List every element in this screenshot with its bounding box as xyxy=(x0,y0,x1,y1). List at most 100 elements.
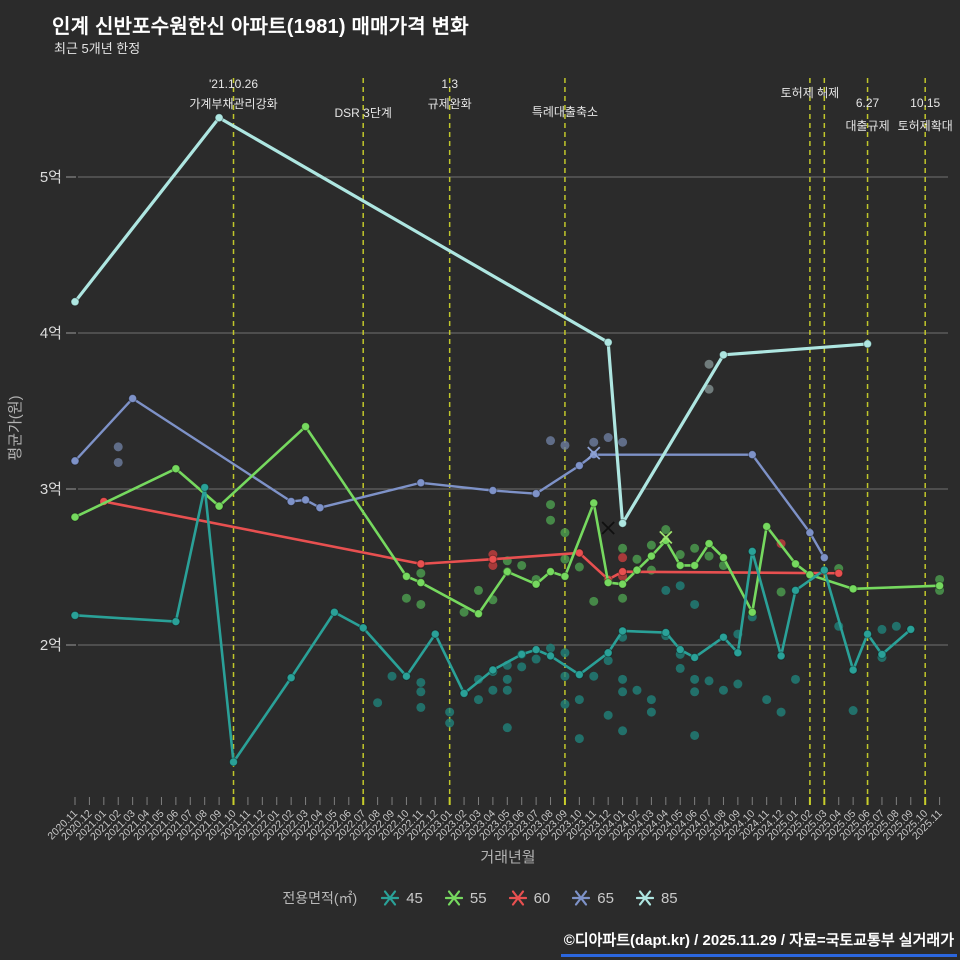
series-point-65 xyxy=(574,461,584,471)
series-point-55 xyxy=(718,553,728,563)
event-annotation: 가계부채관리강화 xyxy=(189,97,277,111)
event-annotation: 규제완화 xyxy=(428,97,472,111)
footer-credit: ©디아파트(dapt.kr) / 2025.11.29 / 자료=국토교통부 실… xyxy=(560,929,957,957)
series-point-45 xyxy=(819,565,829,575)
scatter-point xyxy=(416,677,426,687)
scatter-point xyxy=(632,554,642,564)
scatter-point xyxy=(502,685,512,695)
scatter-point xyxy=(574,695,584,705)
legend-item-label: 55 xyxy=(469,889,487,907)
legend-marker-icon xyxy=(572,890,591,906)
scatter-point xyxy=(502,674,512,684)
scatter-point xyxy=(416,568,426,578)
scatter-point xyxy=(574,562,584,572)
event-annotation: DSR 3단계 xyxy=(334,106,391,120)
scatter-point xyxy=(690,730,700,740)
series-point-55 xyxy=(401,571,411,581)
scatter-point xyxy=(618,593,628,603)
scatter-point xyxy=(603,710,613,720)
series-point-65 xyxy=(531,489,541,499)
scatter-point xyxy=(690,687,700,697)
scatter-point xyxy=(618,437,628,447)
series-point-55 xyxy=(646,551,656,561)
legend-item-60: 60 xyxy=(508,889,550,907)
series-point-65 xyxy=(70,456,80,466)
series-point-85 xyxy=(214,113,224,123)
legend-item-65: 65 xyxy=(572,889,614,907)
scatter-point xyxy=(762,695,772,705)
x-marker xyxy=(659,530,673,544)
scatter-point xyxy=(603,433,613,443)
event-annotation: 1.3 xyxy=(441,77,458,91)
series-point-55 xyxy=(214,501,224,511)
gridlines: 2억 3억 4억 5억 xyxy=(40,169,948,654)
series-point-65 xyxy=(315,503,325,513)
series-point-85 xyxy=(618,518,628,528)
legend-marker-stroke xyxy=(638,890,652,906)
scatter-point xyxy=(488,685,498,695)
scatter-point xyxy=(618,543,628,553)
series-point-45 xyxy=(546,651,556,661)
series-point-45 xyxy=(430,629,440,639)
scatter-point xyxy=(502,723,512,733)
series-point-45 xyxy=(171,617,181,627)
series-point-60 xyxy=(488,554,498,564)
series-point-65 xyxy=(747,450,757,460)
series-point-65 xyxy=(301,495,311,505)
series-point-45 xyxy=(675,645,685,655)
scatter-point xyxy=(445,718,455,728)
series-point-55 xyxy=(618,579,628,589)
event-annotation: 6.27 xyxy=(856,96,880,110)
scatter-point xyxy=(646,540,656,550)
series-point-45 xyxy=(200,482,210,492)
scatter-point xyxy=(618,553,628,563)
series-point-85 xyxy=(70,297,80,307)
series-lines xyxy=(70,113,945,767)
legend-marker-stroke xyxy=(575,890,588,906)
scatter-point xyxy=(661,585,671,595)
scatter-point xyxy=(531,654,541,664)
scatter-point xyxy=(473,585,483,595)
y-tick-label: 2억 xyxy=(40,637,62,654)
event-annotation: 10.15 xyxy=(910,96,940,110)
scatter-point xyxy=(113,457,123,467)
scatter-point xyxy=(618,674,628,684)
scatter-point xyxy=(373,698,383,708)
series-point-55 xyxy=(589,498,599,508)
series-point-45 xyxy=(848,665,858,675)
scatter-point xyxy=(560,554,570,564)
series-point-55 xyxy=(546,567,556,577)
y-tick-label: 4억 xyxy=(40,325,62,342)
series-point-55 xyxy=(935,581,945,591)
scatter-point xyxy=(416,687,426,697)
scatter-point xyxy=(459,607,469,617)
series-point-45 xyxy=(531,645,541,655)
scatter-point xyxy=(546,436,556,446)
series-point-55 xyxy=(301,422,311,432)
scatter-point xyxy=(473,695,483,705)
series-point-55 xyxy=(762,521,772,531)
scatter-point xyxy=(560,440,570,450)
scatter-point xyxy=(646,695,656,705)
scatter-point xyxy=(113,442,123,452)
series-point-45 xyxy=(70,610,80,620)
scatter-point xyxy=(776,587,786,597)
series-point-45 xyxy=(574,670,584,680)
legend-item-label: 45 xyxy=(406,889,423,907)
series-point-45 xyxy=(661,628,671,638)
scatter-point xyxy=(560,528,570,538)
axis-titles: 평균가(원) 거래년월 xyxy=(7,395,536,866)
series-point-55 xyxy=(632,565,642,575)
series-point-55 xyxy=(603,578,613,588)
legend-item-label: 85 xyxy=(660,889,678,907)
scatter-point xyxy=(877,624,887,634)
series-line-85 xyxy=(73,116,870,525)
scatter-point xyxy=(704,384,714,394)
scatter-point xyxy=(675,581,685,591)
series-point-55 xyxy=(531,579,541,589)
event-annotation: '21.10.26 xyxy=(209,77,258,91)
legend-item-45: 45 xyxy=(381,889,423,907)
series-point-60 xyxy=(834,568,844,578)
